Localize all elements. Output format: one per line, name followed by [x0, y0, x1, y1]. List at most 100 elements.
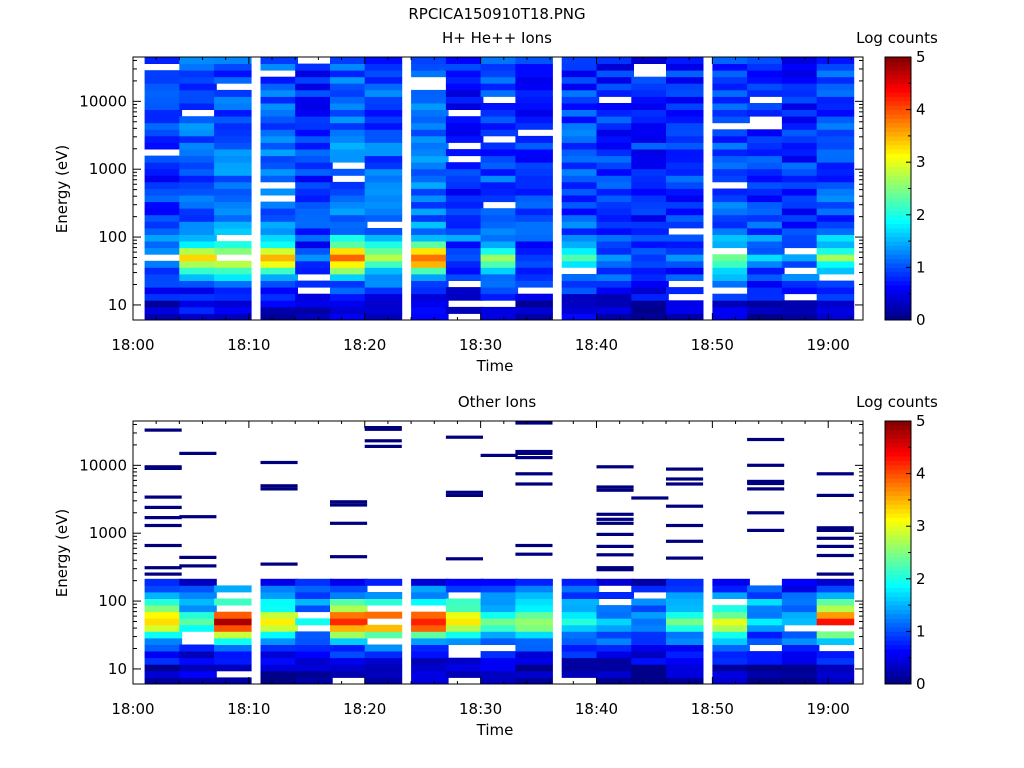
colorbar-segment	[885, 631, 911, 637]
heatmap-cell	[330, 155, 368, 163]
heatmap-cell	[214, 313, 252, 321]
heatmap-cell	[144, 195, 183, 203]
high-energy-count-line	[666, 523, 704, 528]
heatmap-cell	[781, 221, 820, 229]
x-tick-label: 19:00	[807, 700, 850, 718]
heatmap-cell	[480, 598, 519, 606]
heatmap-cell	[295, 89, 333, 97]
heatmap-cell	[666, 234, 704, 242]
colorbar-segment	[885, 499, 911, 505]
heatmap-cell	[330, 83, 368, 91]
heatmap-cell	[445, 129, 484, 137]
heatmap-cell	[364, 122, 403, 130]
heatmap-cell	[330, 260, 368, 268]
heatmap-cell	[712, 234, 750, 242]
colorbar-segment	[885, 548, 911, 553]
heatmap-cell	[144, 280, 183, 288]
heatmap-cell	[816, 605, 855, 613]
colorbar-segment	[885, 504, 911, 510]
heatmap-cell	[364, 70, 403, 78]
heatmap-cell	[330, 651, 368, 659]
heatmap-cell	[666, 631, 704, 639]
heatmap-cell	[515, 624, 553, 632]
heatmap-cell	[816, 214, 855, 222]
heatmap-cell	[144, 598, 183, 606]
heatmap-cell	[445, 274, 484, 281]
heatmap-cell	[561, 76, 600, 84]
heatmap-cell	[816, 638, 855, 645]
heatmap-cell	[666, 155, 704, 163]
plot-frame	[132, 420, 864, 685]
colorbar-segment	[885, 570, 911, 575]
heatmap-cell	[712, 201, 750, 209]
heatmap-cell	[144, 188, 183, 196]
heatmap-cell	[295, 631, 333, 639]
heatmap-cell	[260, 89, 298, 97]
colorbar-segment	[885, 254, 911, 260]
colorbar-tick-label: 2	[916, 570, 926, 588]
heatmap-cell	[596, 116, 634, 124]
colorbar-segment	[885, 495, 911, 501]
heatmap-cell	[179, 657, 217, 665]
heatmap-cell	[179, 201, 217, 209]
colorbar-segment	[885, 166, 911, 172]
heatmap-cell	[214, 287, 252, 295]
heatmap-cell	[712, 129, 750, 137]
colorbar-segment	[885, 302, 911, 308]
heatmap-cell	[260, 274, 298, 281]
heatmap-cell	[712, 293, 750, 301]
heatmap-cell	[445, 631, 484, 639]
heatmap-cell	[712, 83, 750, 91]
heatmap-cell	[561, 155, 600, 163]
x-tick-label: 18:10	[227, 700, 270, 718]
heatmap-cell	[411, 293, 449, 301]
heatmap-cell	[561, 214, 600, 222]
heatmap-cell	[364, 306, 403, 314]
heatmap-cell	[445, 168, 484, 176]
heatmap-cell	[781, 657, 820, 665]
colorbar-segment	[885, 609, 911, 615]
heatmap-cell	[561, 63, 600, 71]
heatmap-cell	[747, 657, 785, 665]
heatmap-cell	[144, 618, 183, 626]
heatmap-cell	[561, 605, 600, 613]
heatmap-cell	[561, 195, 600, 203]
high-energy-count-line	[666, 482, 704, 486]
high-energy-count-line	[144, 543, 182, 548]
heatmap-cell	[816, 287, 855, 295]
heatmap-cell	[747, 254, 785, 262]
heatmap-cell	[666, 677, 704, 685]
heatmap-cell	[781, 70, 820, 78]
high-energy-count-line	[747, 511, 785, 515]
heatmap-cell	[144, 313, 183, 321]
heatmap-cell	[214, 618, 252, 626]
heatmap-cell	[631, 624, 669, 632]
colorbar-segment	[885, 635, 911, 641]
colorbar-segment	[885, 227, 911, 233]
heatmap-cell	[596, 644, 634, 652]
heatmap-cell	[295, 129, 333, 137]
heatmap-cell	[816, 234, 855, 242]
heatmap-cell	[260, 188, 298, 196]
heatmap-cell	[295, 76, 333, 84]
heatmap-cell	[411, 306, 449, 314]
heatmap-cell	[816, 293, 855, 301]
heatmap-cell	[411, 162, 449, 170]
heatmap-cell	[179, 293, 217, 301]
heatmap-cell	[330, 234, 368, 242]
heatmap-cell	[144, 228, 183, 235]
heatmap-cell	[561, 585, 600, 593]
heatmap-cell	[364, 162, 403, 170]
heatmap-cell	[214, 585, 252, 593]
heatmap-cell	[561, 208, 600, 216]
heatmap-cell	[480, 129, 519, 137]
heatmap-cell	[561, 83, 600, 91]
heatmap-cell	[561, 103, 600, 110]
x-tick-label: 18:20	[343, 700, 386, 718]
heatmap-cell	[666, 254, 704, 262]
heatmap-cell	[295, 214, 333, 222]
heatmap-cell	[214, 306, 252, 314]
colorbar-segment	[885, 434, 911, 440]
heatmap-cell	[561, 142, 600, 150]
heatmap-cell	[144, 260, 183, 268]
